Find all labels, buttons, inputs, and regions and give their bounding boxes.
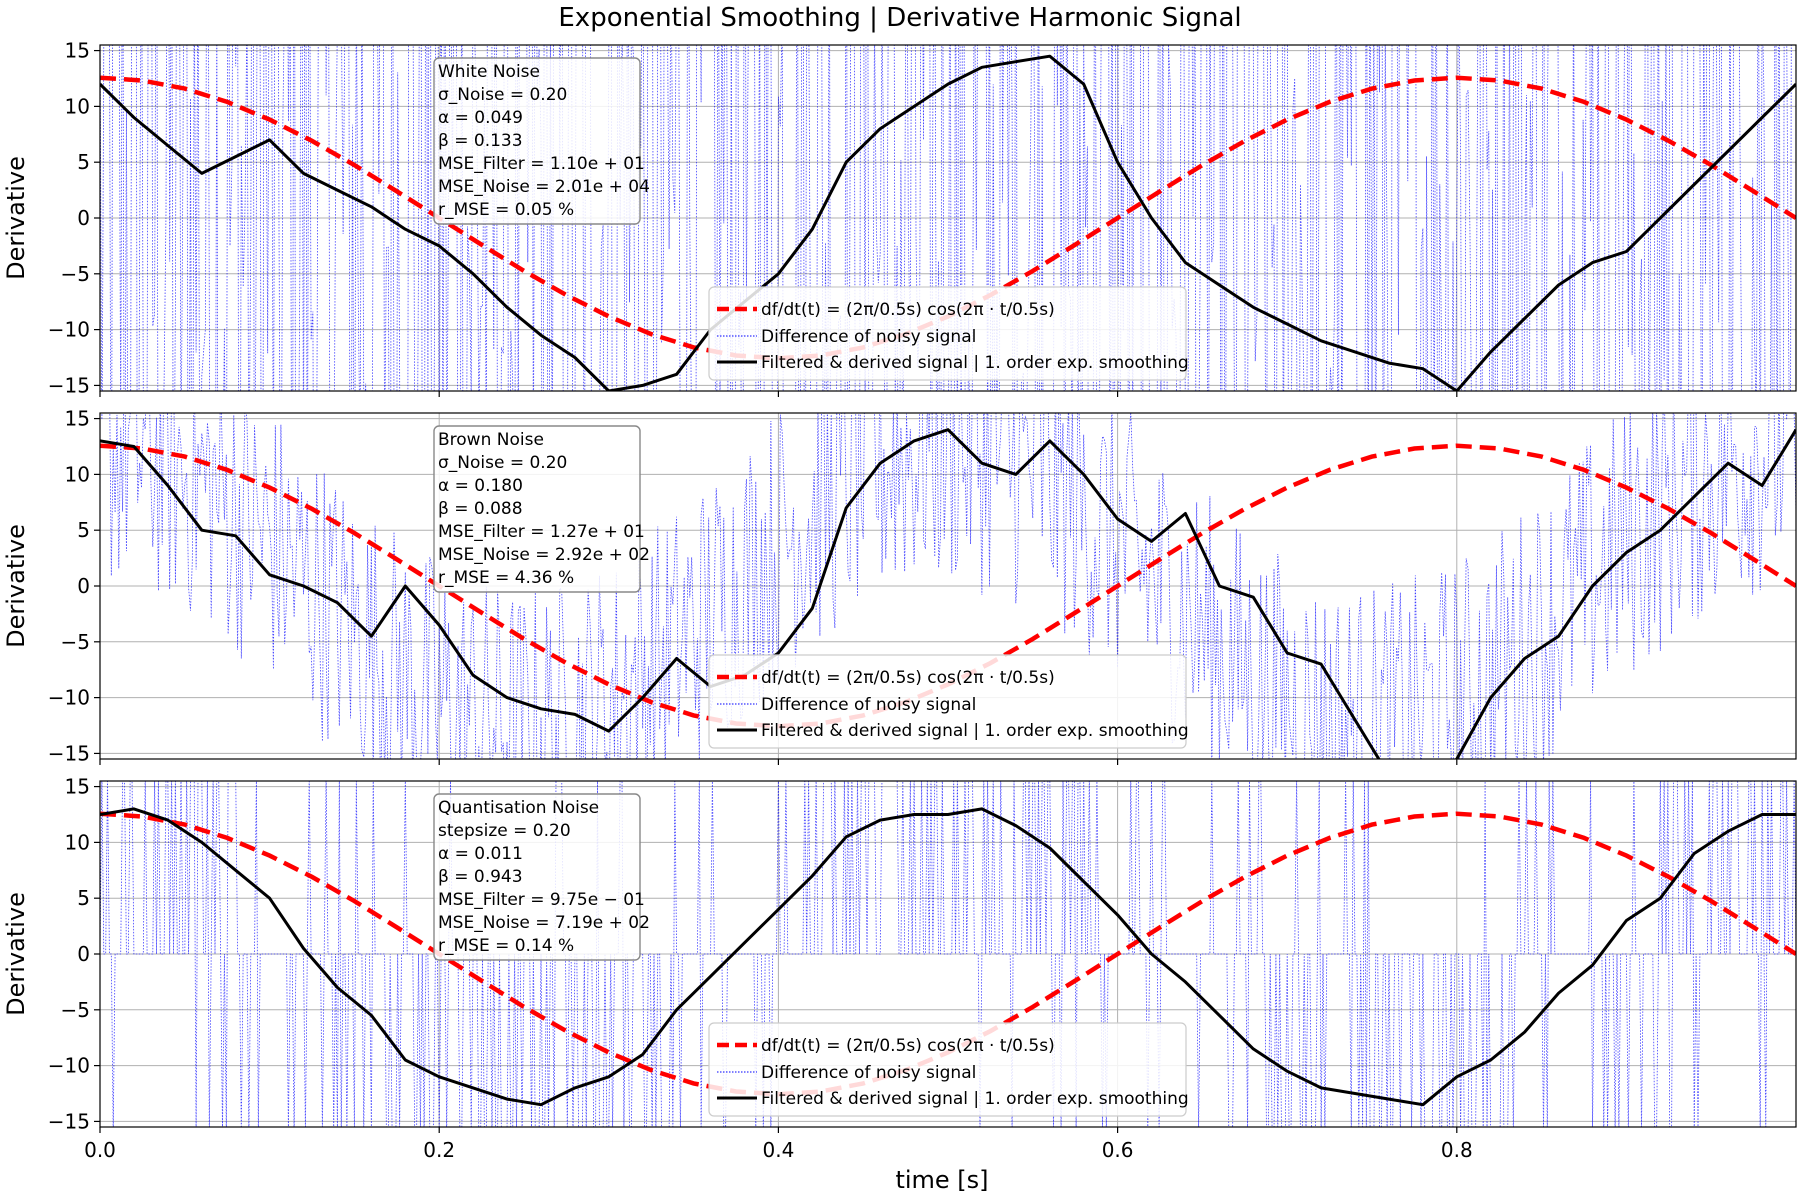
legend-box	[708, 286, 1187, 381]
legend-label-filtered: Filtered & derived signal | 1. order exp…	[761, 353, 1189, 373]
y-axis-title: Derivative	[2, 156, 30, 280]
info-box	[433, 425, 641, 593]
info-line: α = 0.049	[438, 108, 523, 128]
info-line: MSE_Filter = 1.10e + 01	[438, 154, 645, 174]
legend-box	[708, 654, 1187, 749]
filtered-line	[100, 807, 1796, 1107]
info-box	[433, 57, 641, 225]
y-tick-label: 0	[77, 574, 90, 598]
legend-label-noise: Difference of noisy signal	[761, 1063, 976, 1083]
y-tick-label: 10	[65, 830, 90, 854]
x-tick-label: 0.4	[762, 1138, 794, 1162]
x-tick-label: 0.6	[1102, 1138, 1134, 1162]
noise-line	[100, 45, 1792, 391]
y-tick-label: 10	[65, 462, 90, 486]
y-tick-label: 5	[77, 518, 90, 542]
y-axis-title: Derivative	[2, 524, 30, 648]
info-line: MSE_Filter = 1.27e + 01	[438, 522, 645, 542]
info-line: β = 0.943	[438, 867, 523, 887]
legend-label-ideal: df/dt(t) = (2π/0.5s) cos(2π · t/0.5s)	[761, 300, 1055, 320]
y-tick-label: 0	[77, 942, 90, 966]
filtered-line	[100, 428, 1796, 759]
legend-box	[708, 1022, 1187, 1117]
info-line: MSE_Noise = 2.92e + 02	[438, 545, 650, 565]
y-tick-label: 10	[65, 94, 90, 118]
info-line: MSE_Noise = 7.19e + 02	[438, 913, 650, 933]
info-line: MSE_Filter = 9.75e − 01	[438, 890, 645, 910]
y-tick-label: −10	[48, 686, 90, 710]
info-box	[433, 793, 641, 961]
plot-area	[100, 413, 1796, 759]
legend-label-ideal: df/dt(t) = (2π/0.5s) cos(2π · t/0.5s)	[761, 668, 1055, 688]
info-title: Quantisation Noise	[438, 798, 599, 818]
y-axis-title: Derivative	[2, 892, 30, 1016]
y-tick-label: 15	[65, 407, 90, 431]
panel-3: 15 10 5 0 −5 −10 −15 Derivative 0.0 0.2 0.4 0.6 0.8 Q…	[2, 775, 1797, 1162]
info-line: σ_Noise = 0.20	[438, 453, 567, 473]
y-tick-label: 15	[65, 39, 90, 63]
legend-label-filtered: Filtered & derived signal | 1. order exp…	[761, 721, 1189, 741]
info-line: MSE_Noise = 2.01e + 04	[438, 177, 650, 197]
info-title: White Noise	[438, 62, 540, 82]
y-tick-label: 0	[77, 206, 90, 230]
y-tick-label: 15	[65, 775, 90, 799]
legend-label-noise: Difference of noisy signal	[761, 327, 976, 347]
x-tick-label: 0.0	[84, 1138, 116, 1162]
legend-label-noise: Difference of noisy signal	[761, 695, 976, 715]
x-axis-title: time [s]	[895, 1166, 988, 1194]
noise-line	[100, 781, 1796, 1127]
y-tick-label: −5	[61, 630, 90, 654]
info-line: r_MSE = 0.05 %	[438, 200, 574, 220]
y-tick-label: −10	[48, 1054, 90, 1078]
info-line: α = 0.011	[438, 844, 523, 864]
y-tick-label: −15	[48, 373, 90, 397]
info-line: r_MSE = 4.36 %	[438, 568, 574, 588]
noise-line	[101, 413, 1796, 759]
y-tick-label: 5	[77, 886, 90, 910]
info-line: β = 0.088	[438, 499, 523, 519]
y-tick-label: −5	[61, 998, 90, 1022]
x-tick-label: 0.2	[423, 1138, 455, 1162]
figure-title: Exponential Smoothing | Derivative Harmo…	[558, 3, 1241, 33]
info-line: σ_Noise = 0.20	[438, 85, 567, 105]
panel-1: 15 10 5 0 −5 −10 −15 Derivative White Noise σ_Noi…	[2, 39, 1797, 397]
info-line: stepsize = 0.20	[438, 821, 571, 841]
y-tick-label: −15	[48, 741, 90, 765]
info-line: β = 0.133	[438, 131, 523, 151]
info-line: α = 0.180	[438, 476, 523, 496]
y-tick-label: 5	[77, 150, 90, 174]
y-tick-label: −5	[61, 262, 90, 286]
legend-label-ideal: df/dt(t) = (2π/0.5s) cos(2π · t/0.5s)	[761, 1036, 1055, 1056]
info-line: r_MSE = 0.14 %	[438, 936, 574, 956]
info-title: Brown Noise	[438, 430, 544, 450]
panels-layer: 15 10 5 0 −5 −10 −15 Derivative White Noise σ_Noi…	[2, 39, 1797, 1162]
x-tick-label: 0.8	[1441, 1138, 1473, 1162]
y-tick-label: −15	[48, 1109, 90, 1133]
legend-label-filtered: Filtered & derived signal | 1. order exp…	[761, 1089, 1189, 1109]
filtered-line	[100, 54, 1796, 391]
y-tick-label: −10	[48, 318, 90, 342]
panel-2: 15 10 5 0 −5 −10 −15 Derivative Brown Noise σ_Noi…	[2, 407, 1797, 765]
